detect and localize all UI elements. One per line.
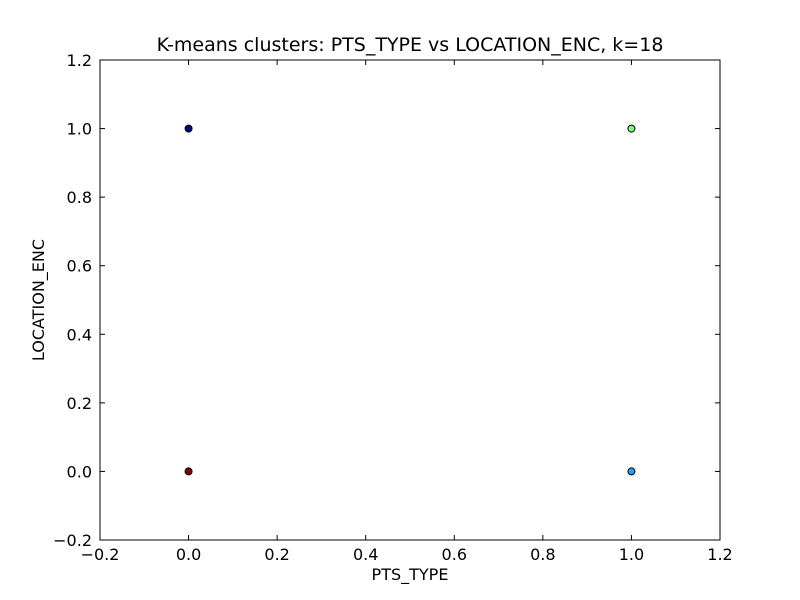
scatter-point (184, 124, 193, 133)
y-tick-label: 0.8 (67, 188, 92, 207)
plot-area (99, 59, 721, 541)
scatter-point (184, 467, 193, 476)
x-tick-label: 0.4 (353, 545, 378, 564)
x-axis: −0.2 0.0 0.2 0.4 0.6 0.8 1.0 1.2 (81, 60, 733, 564)
x-tick-label: −0.2 (81, 545, 120, 564)
y-axis: −0.2 0.0 0.2 0.4 0.6 0.8 1.0 1.2 (53, 51, 720, 550)
y-tick-label: 0.0 (67, 462, 92, 481)
x-tick-label: 1.0 (619, 545, 644, 564)
data-points (184, 124, 636, 476)
y-tick-label: 0.2 (67, 394, 92, 413)
y-axis-label: LOCATION_ENC (29, 239, 49, 361)
y-tick-label: 0.6 (67, 257, 92, 276)
y-tick-label: 1.2 (67, 51, 92, 70)
scatter-point (627, 467, 636, 476)
y-tick-label: 0.4 (67, 325, 92, 344)
scatter-point (627, 124, 636, 133)
y-tick-label: 1.0 (67, 120, 92, 139)
x-tick-label: 0.6 (442, 545, 467, 564)
x-tick-label: 0.0 (176, 545, 201, 564)
x-tick-label: 0.8 (530, 545, 555, 564)
x-tick-label: 0.2 (264, 545, 289, 564)
chart-title: K-means clusters: PTS_TYPE vs LOCATION_E… (157, 34, 664, 56)
y-tick-label: −0.2 (53, 531, 92, 550)
x-tick-label: 1.2 (707, 545, 732, 564)
plot-frame (99, 59, 721, 541)
x-axis-label: PTS_TYPE (372, 565, 449, 585)
